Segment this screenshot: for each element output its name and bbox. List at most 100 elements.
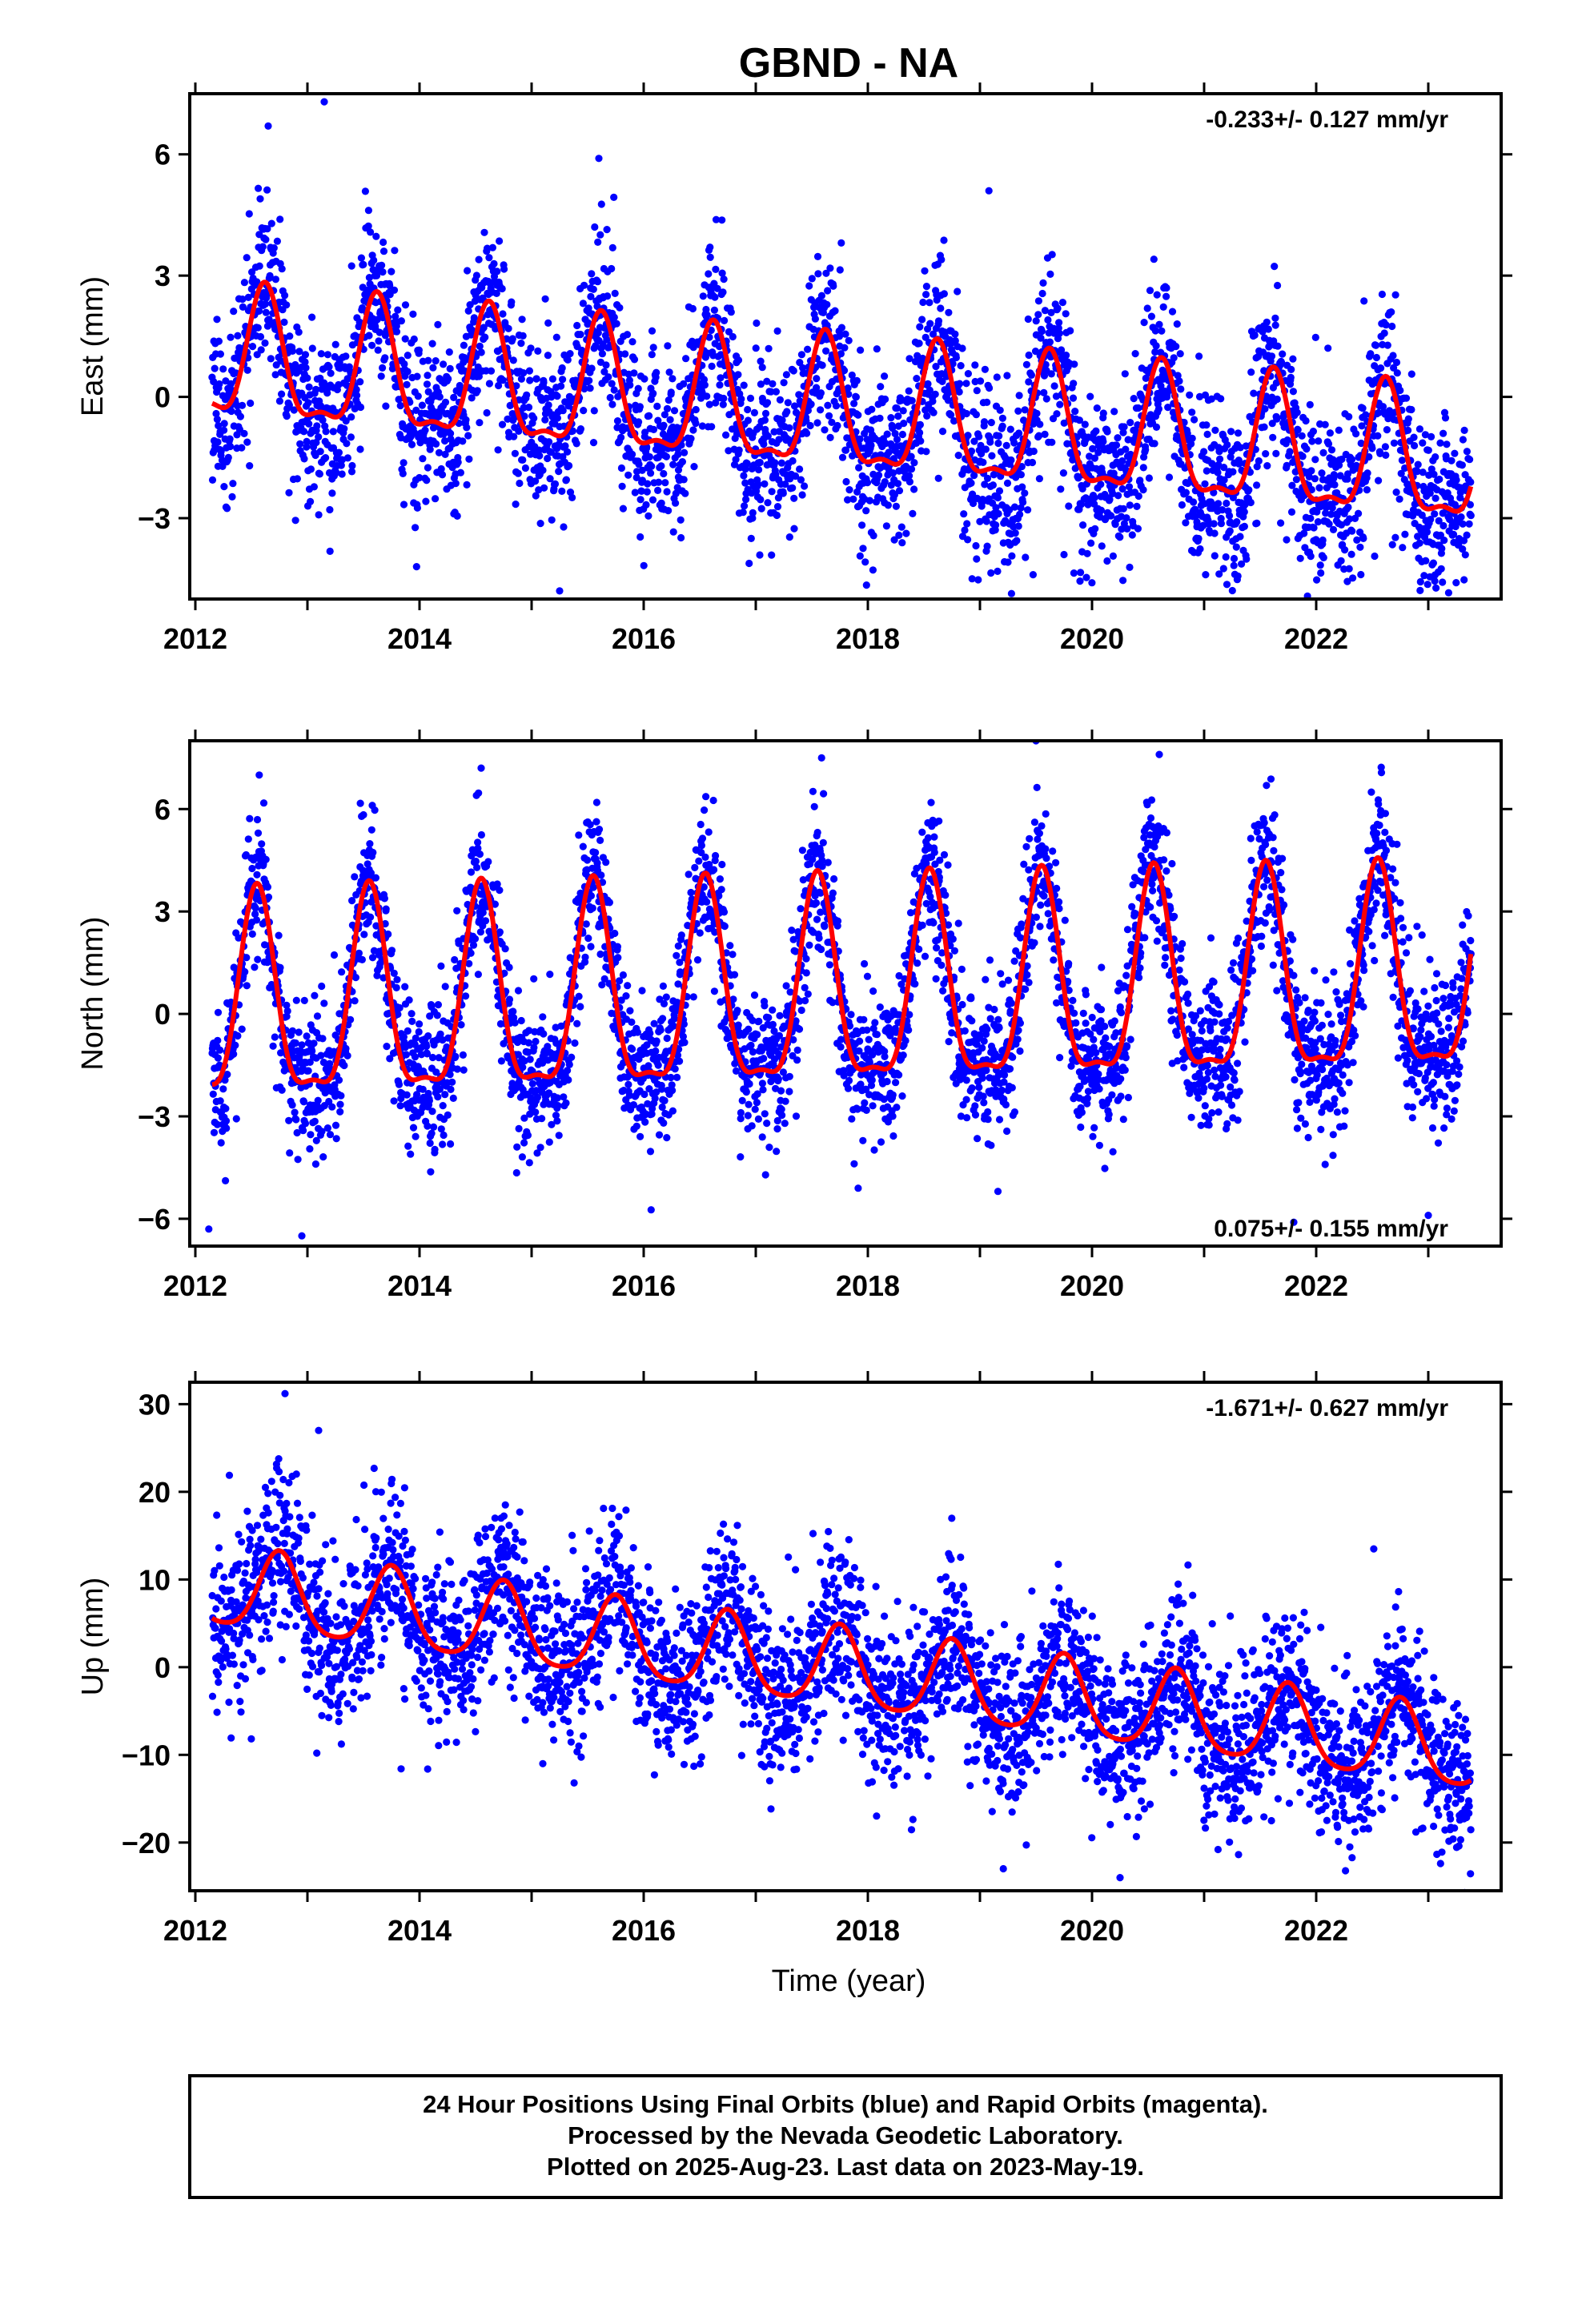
east-data-point xyxy=(262,308,270,316)
east-data-point xyxy=(335,448,343,456)
east-data-point xyxy=(1025,351,1033,360)
east-data-point xyxy=(263,225,271,233)
north-data-point xyxy=(493,880,501,888)
east-data-point xyxy=(545,438,553,446)
east-data-point xyxy=(1233,518,1241,526)
east-data-point xyxy=(564,448,572,456)
east-data-point xyxy=(485,254,493,262)
east-data-point xyxy=(1150,440,1158,448)
east-data-point xyxy=(452,480,460,488)
east-data-point xyxy=(708,423,716,431)
east-data-point xyxy=(447,429,455,437)
east-data-point xyxy=(372,232,380,240)
north-data-point xyxy=(596,836,604,844)
east-data-point xyxy=(689,426,697,434)
east-data-point xyxy=(438,471,447,479)
east-data-point xyxy=(994,439,1002,448)
east-data-point xyxy=(1157,382,1165,390)
north-data-point xyxy=(584,856,592,864)
east-data-point xyxy=(532,477,540,485)
east-data-point xyxy=(853,376,861,384)
east-data-point xyxy=(593,278,602,286)
east-data-point xyxy=(610,386,618,394)
east-data-point xyxy=(654,453,662,461)
east-data-point xyxy=(271,371,279,379)
east-data-point xyxy=(960,510,968,518)
east-data-point xyxy=(263,186,271,194)
north-data-point xyxy=(320,999,328,1007)
east-data-point xyxy=(1346,515,1354,523)
east-data-point xyxy=(703,311,711,319)
east-data-point xyxy=(255,307,263,315)
north-data-point xyxy=(532,1037,540,1046)
east-data-point xyxy=(1349,574,1357,582)
east-data-point xyxy=(924,380,932,388)
east-data-point xyxy=(1431,577,1439,585)
north-data-point xyxy=(332,1135,340,1143)
east-data-point xyxy=(940,290,948,298)
east-data-point xyxy=(463,424,471,432)
east-data-point xyxy=(377,372,385,380)
north-data-point xyxy=(425,1096,434,1104)
east-data-point xyxy=(739,509,747,517)
east-data-point xyxy=(805,282,813,290)
east-data-point xyxy=(1283,461,1291,469)
east-data-point xyxy=(378,261,386,269)
east-data-point xyxy=(591,223,599,231)
east-data-point xyxy=(1066,327,1074,335)
east-data-point xyxy=(1086,392,1094,400)
east-data-point xyxy=(881,372,889,380)
east-data-point xyxy=(215,380,223,388)
east-data-point xyxy=(838,453,847,461)
north-data-point xyxy=(363,860,371,868)
east-data-point xyxy=(1182,519,1190,527)
east-data-point xyxy=(1027,371,1035,379)
east-data-point xyxy=(849,495,857,503)
east-data-point xyxy=(1004,558,1012,566)
east-data-point xyxy=(743,460,751,468)
east-data-point xyxy=(1413,468,1421,476)
east-data-point xyxy=(774,494,783,502)
north-data-point xyxy=(513,1143,521,1151)
east-data-point xyxy=(893,436,901,444)
north-data-point xyxy=(288,1027,296,1035)
north-data-point xyxy=(592,798,601,806)
east-data-point xyxy=(555,468,563,476)
east-data-point xyxy=(1030,447,1038,456)
east-data-point xyxy=(742,496,750,504)
east-data-point xyxy=(446,364,454,372)
east-data-point xyxy=(588,270,596,278)
east-data-point xyxy=(1190,498,1198,506)
east-data-point xyxy=(1431,494,1439,502)
east-data-point xyxy=(1228,586,1236,595)
north-data-point xyxy=(437,1125,445,1133)
east-data-point xyxy=(654,486,662,495)
east-data-point xyxy=(1089,444,1097,453)
east-data-point xyxy=(817,292,825,300)
east-data-point xyxy=(500,265,508,273)
east-data-point xyxy=(1287,373,1295,381)
east-data-point xyxy=(1375,476,1383,485)
north-data-point xyxy=(369,848,377,857)
east-data-point xyxy=(459,437,467,445)
east-data-point xyxy=(394,306,402,314)
east-data-point xyxy=(981,480,989,489)
east-data-point xyxy=(720,394,728,403)
east-data-point xyxy=(992,504,1000,512)
north-data-point xyxy=(526,1055,534,1063)
east-data-point xyxy=(1183,429,1191,437)
east-data-point xyxy=(515,427,523,436)
east-data-point xyxy=(1253,463,1261,471)
east-data-point xyxy=(1154,405,1162,413)
north-data-point xyxy=(259,799,268,807)
east-data-point xyxy=(626,381,634,389)
east-data-point xyxy=(655,478,663,486)
east-data-point xyxy=(898,430,906,439)
east-data-point xyxy=(1303,592,1311,599)
east-data-point xyxy=(1344,503,1352,512)
east-data-point xyxy=(734,371,742,379)
east-data-point xyxy=(516,479,524,488)
east-data-point xyxy=(1006,425,1014,433)
east-data-point xyxy=(1047,308,1055,316)
east-data-point xyxy=(1305,472,1313,481)
